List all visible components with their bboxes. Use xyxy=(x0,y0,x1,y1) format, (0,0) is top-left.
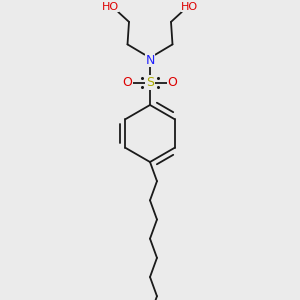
Text: HO: HO xyxy=(181,2,199,12)
Text: O: O xyxy=(123,76,132,89)
Text: N: N xyxy=(145,53,155,67)
Text: O: O xyxy=(168,76,177,89)
Text: HO: HO xyxy=(101,2,119,12)
Text: S: S xyxy=(146,76,154,89)
